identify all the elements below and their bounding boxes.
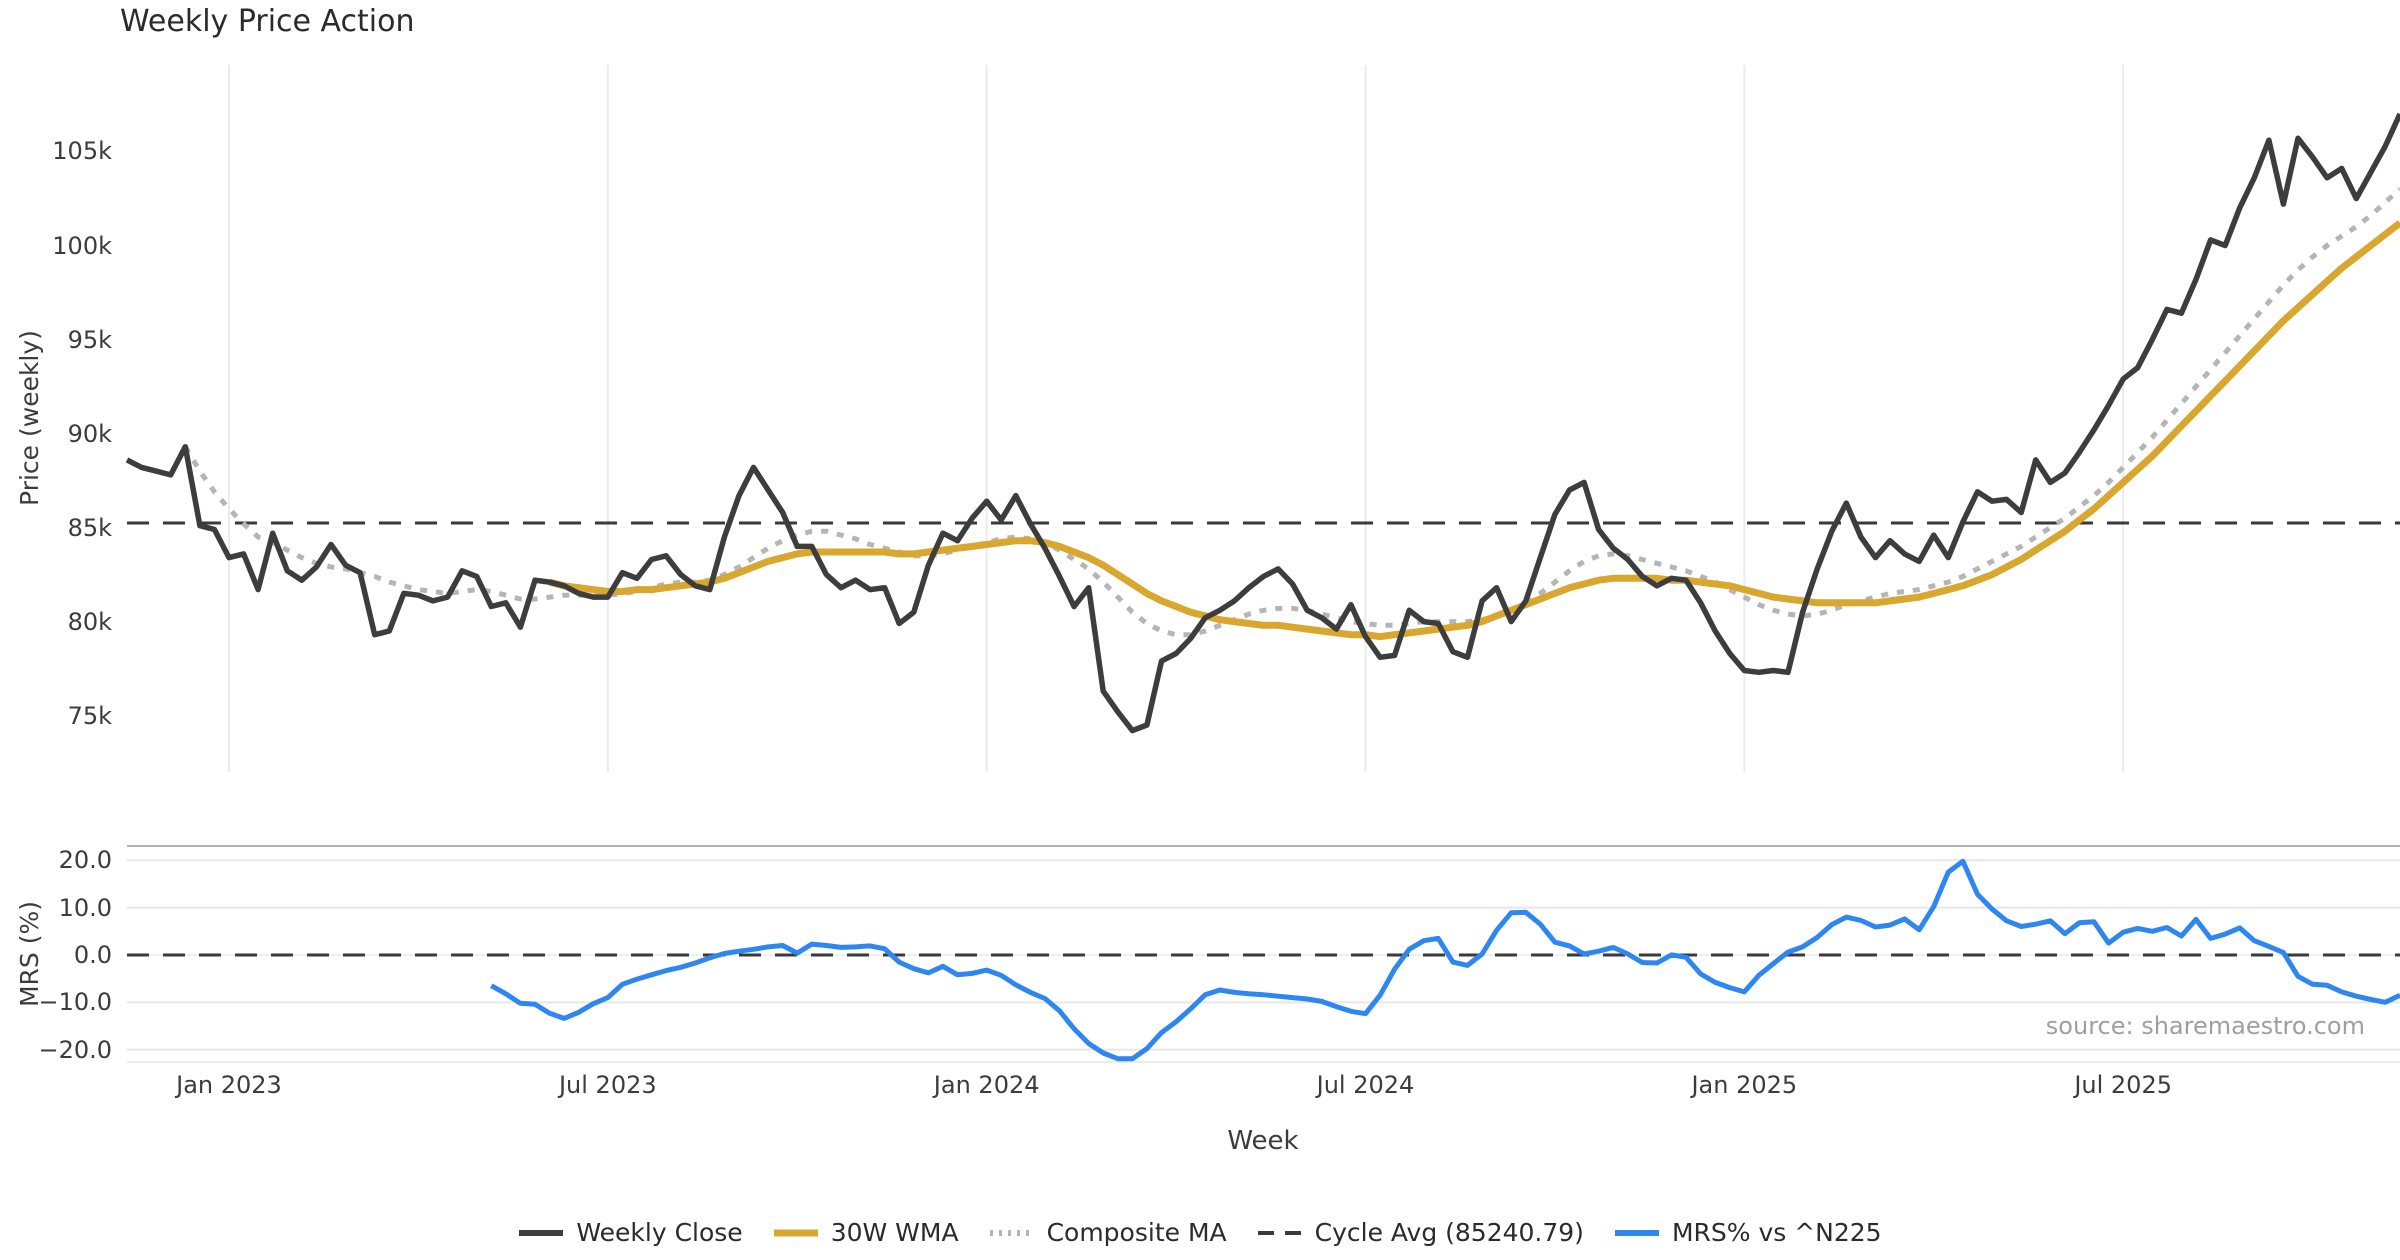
legend-item: Composite MA [989, 1218, 1227, 1247]
legend-item: Weekly Close [518, 1218, 743, 1247]
legend-label: Weekly Close [576, 1218, 743, 1247]
legend-label: Cycle Avg (85240.79) [1314, 1218, 1584, 1247]
mrs-tick-label: −10.0 [38, 988, 112, 1017]
x-tick-label: Jul 2023 [558, 1071, 657, 1099]
legend-swatch-solid [773, 1229, 818, 1236]
composite-ma-line [183, 187, 2400, 638]
legend-item: 30W WMA [773, 1218, 959, 1247]
x-tick-label: Jan 2023 [176, 1071, 282, 1099]
price-tick-label: 85k [67, 513, 112, 542]
legend-swatch-dashed [1257, 1230, 1302, 1235]
mrs-tick-label: 0.0 [73, 940, 112, 969]
price-tick-label: 75k [67, 701, 112, 730]
mrs-line [490, 858, 2400, 1062]
price-tick-label: 90k [67, 419, 112, 448]
legend-label: Composite MA [1046, 1218, 1227, 1247]
legend: Weekly Close 30W WMA Composite MA Cycle Avg… [0, 1218, 2400, 1247]
price-tick-label: 105k [52, 137, 112, 166]
legend-item: Cycle Avg (85240.79) [1257, 1218, 1584, 1247]
x-tick-label: Jan 2024 [933, 1071, 1040, 1099]
x-tick-label: Jan 2025 [1691, 1071, 1798, 1099]
price-tick-label: 95k [67, 325, 112, 354]
mrs-tick-label: −20.0 [38, 1035, 112, 1064]
legend-swatch-solid [519, 1229, 564, 1236]
price-tick-label: 100k [52, 231, 112, 260]
x-axis-title: Week [1227, 1126, 1299, 1156]
mrs-tick-label: 10.0 [58, 893, 112, 922]
legend-swatch-dotted [989, 1229, 1034, 1236]
mrs-tick-label: 20.0 [58, 846, 112, 875]
source-credit: source: sharemaestro.com [2045, 1012, 2365, 1040]
price-tick-label: 80k [67, 607, 112, 636]
x-tick-label: Jul 2025 [2074, 1071, 2172, 1099]
weekly-close-line [125, 112, 2400, 734]
legend-label: 30W WMA [830, 1218, 959, 1247]
legend-swatch-solid [1614, 1229, 1659, 1236]
legend-label: MRS% vs ^N225 [1671, 1218, 1882, 1247]
legend-item: MRS% vs ^N225 [1614, 1218, 1882, 1247]
x-tick-label: Jul 2024 [1316, 1071, 1415, 1099]
chart-title: Weekly Price Action [120, 4, 415, 39]
